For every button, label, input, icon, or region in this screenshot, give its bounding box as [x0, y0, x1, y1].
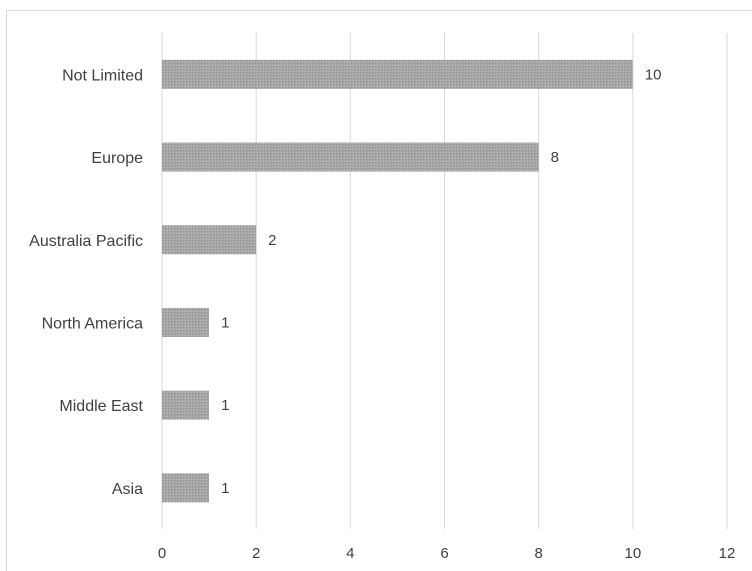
grid-lines — [161, 33, 728, 529]
x-tick-label: 6 — [440, 545, 448, 562]
category-label: Australia Pacific — [29, 233, 143, 250]
bar-asia — [162, 473, 210, 503]
data-label: 2 — [268, 232, 276, 249]
x-tick-label: 4 — [346, 545, 354, 562]
data-label: 1 — [221, 480, 229, 497]
data-label: 8 — [551, 149, 559, 166]
x-tick-label: 2 — [252, 545, 260, 562]
category-label: Asia — [112, 481, 143, 498]
bar-north-america — [162, 307, 210, 337]
data-label: 10 — [645, 66, 662, 83]
bar-australia-pacific — [162, 225, 257, 255]
category-label: Europe — [91, 150, 143, 167]
bar-not-limited — [162, 59, 633, 89]
x-tick-label: 0 — [158, 545, 166, 562]
x-tick-label: 10 — [624, 545, 641, 562]
data-label: 1 — [221, 314, 229, 331]
bar-europe — [162, 142, 539, 172]
category-label: North America — [42, 315, 143, 332]
bars — [162, 59, 633, 503]
category-label: Middle East — [59, 398, 143, 415]
x-tick-label: 8 — [534, 545, 542, 562]
data-label: 1 — [221, 397, 229, 414]
chart-frame — [6, 10, 752, 571]
category-label: Not Limited — [62, 67, 143, 84]
x-tick-label: 12 — [719, 545, 736, 562]
bar-middle-east — [162, 390, 210, 420]
